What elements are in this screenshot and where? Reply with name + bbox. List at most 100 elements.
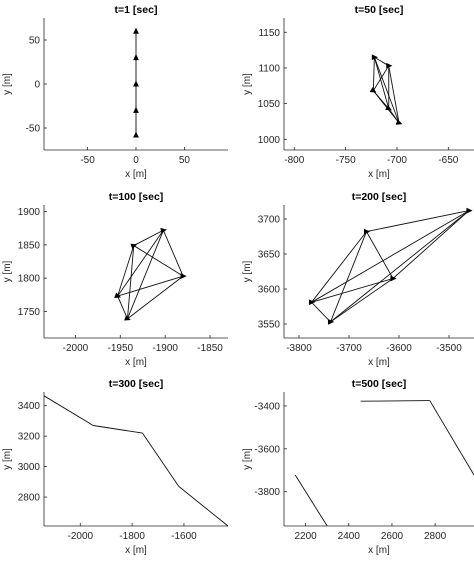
- edge-line: [388, 65, 400, 123]
- chart-title: t=1 [sec]: [115, 4, 158, 16]
- chart-title: t=100 [sec]: [109, 191, 164, 203]
- agent-marker: [369, 87, 377, 93]
- edge-line: [311, 231, 367, 303]
- agent-marker: [133, 106, 139, 113]
- x-tick-label: 2800: [424, 531, 447, 542]
- edge-line: [142, 432, 180, 487]
- edge-line: [117, 230, 164, 297]
- edge-line: [360, 400, 430, 402]
- agent-marker: [133, 131, 139, 138]
- x-tick-label: -1900: [152, 343, 178, 354]
- y-tick-label: 1900: [18, 207, 41, 218]
- x-tick-label: -1600: [171, 531, 197, 542]
- agent-marker: [124, 315, 131, 321]
- x-tick-label: -700: [387, 155, 407, 166]
- y-tick-label: 3600: [258, 285, 281, 296]
- edge-line: [127, 230, 164, 319]
- x-axis-label: x [m]: [368, 357, 390, 368]
- y-tick-label: 3700: [258, 215, 281, 226]
- y-axis-label: y [m]: [242, 448, 253, 470]
- edge-line: [311, 301, 331, 323]
- plot-area: [44, 395, 228, 526]
- agent-marker: [466, 207, 473, 214]
- x-tick-label: -2000: [67, 531, 93, 542]
- x-tick-label: -750: [336, 155, 356, 166]
- agent-marker: [327, 319, 335, 325]
- y-tick-label: 1000: [258, 135, 281, 146]
- x-tick-label: 2200: [294, 531, 317, 542]
- x-tick-label: 0: [133, 155, 139, 166]
- y-axis-label: y [m]: [2, 448, 13, 470]
- y-tick-label: -3600: [254, 444, 280, 455]
- x-tick-label: -1950: [108, 343, 134, 354]
- y-tick-label: -50: [26, 124, 41, 135]
- chart-title: t=50 [sec]: [355, 4, 404, 16]
- y-tick-label: -3800: [254, 487, 280, 498]
- edge-line: [330, 278, 394, 323]
- x-tick-label: 2600: [381, 531, 404, 542]
- edge-line: [330, 231, 367, 323]
- plot-area: [114, 227, 187, 321]
- edge-line: [178, 486, 228, 526]
- y-tick-label: 3400: [18, 401, 41, 412]
- edge-line: [44, 395, 94, 426]
- edge-line: [294, 474, 328, 526]
- y-tick-label: 1050: [258, 99, 281, 110]
- x-tick-label: -800: [284, 155, 304, 166]
- edge-line: [117, 295, 128, 319]
- edge-line: [311, 210, 470, 303]
- edge-line: [127, 275, 184, 320]
- edge-line: [117, 275, 184, 297]
- y-axis-label: y [m]: [2, 260, 13, 282]
- agent-marker: [133, 54, 139, 61]
- x-axis-label: x [m]: [125, 169, 147, 180]
- plot-area: [294, 400, 474, 526]
- y-tick-label: -3400: [254, 401, 280, 412]
- y-tick-label: 2800: [18, 493, 41, 504]
- edge-line: [311, 278, 394, 303]
- y-tick-label: 1750: [18, 307, 41, 318]
- edge-line: [162, 230, 184, 277]
- y-tick-label: 3000: [18, 462, 41, 473]
- y-tick-label: 3200: [18, 432, 41, 443]
- agent-marker: [385, 104, 392, 111]
- x-tick-label: -2000: [63, 343, 89, 354]
- x-tick-label: -1800: [119, 531, 145, 542]
- y-tick-label: 1850: [18, 240, 41, 251]
- edge-line: [133, 229, 164, 246]
- x-tick-label: 50: [179, 155, 191, 166]
- edge-line: [373, 57, 400, 124]
- edge-line: [127, 245, 135, 319]
- subplot-6: t=500 [sec] 2200 2400 2600 2800 -3800 -3600 -34…: [242, 378, 474, 556]
- y-tick-label: 1100: [258, 63, 280, 74]
- x-tick-label: -3500: [436, 343, 462, 354]
- agent-marker: [133, 27, 139, 34]
- y-tick-label: 3650: [258, 250, 281, 261]
- agent-marker: [133, 80, 139, 87]
- edge-line: [117, 245, 135, 297]
- edge-line: [392, 210, 470, 279]
- y-axis-label: y [m]: [242, 260, 253, 282]
- edge-line: [429, 400, 474, 476]
- agent-marker: [114, 292, 121, 298]
- x-tick-label: -1850: [197, 343, 223, 354]
- y-tick-label: 0: [34, 80, 40, 91]
- edge-line: [366, 231, 394, 279]
- edge-line: [372, 65, 390, 92]
- subplot-5: t=300 [sec] -2000 -1800 -1600 2800 3000 3200 34…: [2, 378, 228, 556]
- edge-line: [133, 245, 184, 277]
- agent-marker: [371, 54, 378, 61]
- chart-title: t=300 [sec]: [109, 378, 164, 390]
- subplot-4: t=200 [sec] -3800 -3700 -3600 -3500 3550 3600 3…: [242, 191, 474, 368]
- edge-line: [373, 57, 390, 109]
- subplot-3: t=100 [sec] -2000 -1950 -1900 -1850 1750 1800 1…: [2, 191, 228, 368]
- y-axis-label: y [m]: [2, 73, 13, 95]
- agent-marker: [180, 273, 187, 280]
- edge-line: [93, 425, 143, 434]
- chart-title: t=500 [sec]: [352, 378, 407, 390]
- x-tick-label: 2400: [338, 531, 361, 542]
- x-axis-label: x [m]: [125, 545, 147, 556]
- x-tick-label: -650: [438, 155, 458, 166]
- edge-line: [366, 210, 470, 233]
